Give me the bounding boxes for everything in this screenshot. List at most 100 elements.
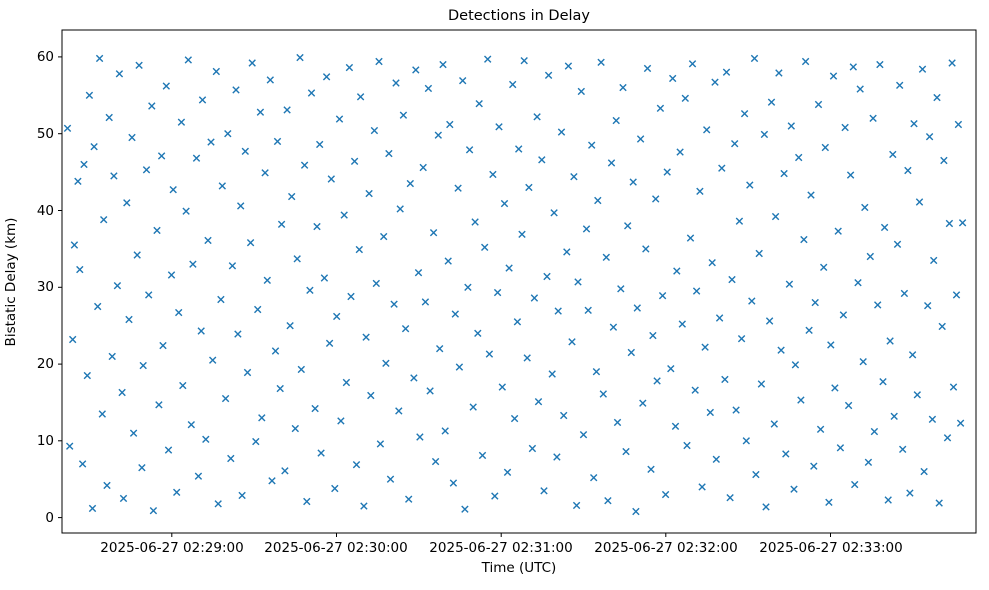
- scatter-point: [105, 113, 113, 122]
- scatter-point: [642, 245, 650, 253]
- scatter-point: [416, 433, 424, 441]
- scatter-point: [327, 175, 335, 183]
- scatter-point: [252, 437, 260, 446]
- scatter-point: [698, 483, 706, 491]
- scatter-point: [367, 391, 375, 400]
- scatter-point: [227, 454, 235, 463]
- scatter-point: [624, 222, 632, 230]
- scatter-point: [342, 378, 351, 387]
- scatter-point: [155, 401, 163, 409]
- scatter-point: [607, 159, 616, 167]
- x-tick-label-2: 2025-06-27 02:31:00: [429, 540, 572, 556]
- scatter-point: [548, 370, 556, 378]
- scatter-point: [182, 207, 190, 215]
- scatter-point: [380, 232, 388, 241]
- scatter-point: [811, 298, 819, 307]
- scatter-point: [234, 330, 242, 338]
- scatter-point: [173, 488, 181, 496]
- scatter-point: [775, 69, 783, 77]
- scatter-point: [658, 292, 667, 300]
- scatter-point: [782, 450, 790, 458]
- scatter-point: [169, 186, 177, 194]
- scatter-point: [740, 110, 749, 118]
- scatter-point: [602, 253, 610, 261]
- scatter-point: [683, 441, 691, 450]
- scatter-point: [748, 297, 756, 305]
- scatter-point: [584, 306, 592, 314]
- scatter-point: [125, 315, 133, 324]
- scatter-point: [375, 57, 383, 66]
- scatter-point: [820, 263, 828, 271]
- scatter-point: [360, 502, 368, 510]
- scatter-point: [827, 341, 835, 349]
- scatter-point: [333, 312, 341, 321]
- y-tick-label-5: 50: [37, 126, 54, 142]
- scatter-point: [829, 72, 838, 80]
- y-tick-label-0: 0: [45, 510, 54, 526]
- scatter-point: [485, 350, 494, 358]
- scatter-point: [276, 384, 284, 393]
- scatter-point: [129, 429, 138, 437]
- scatter-point: [696, 187, 704, 195]
- scatter-point: [133, 251, 141, 259]
- scatter-point: [619, 83, 627, 92]
- scatter-point: [469, 403, 477, 411]
- scatter-point: [956, 419, 965, 427]
- scatter-point: [928, 415, 937, 423]
- scatter-point: [142, 166, 151, 174]
- scatter-point: [197, 327, 205, 335]
- scatter-point: [703, 126, 711, 134]
- scatter-point: [797, 396, 805, 404]
- scatter-point: [493, 288, 502, 297]
- scatter-point: [940, 156, 948, 165]
- y-tick-label-6: 60: [37, 49, 54, 65]
- scatter-point: [474, 329, 482, 337]
- scatter-point: [691, 386, 699, 394]
- scatter-point: [347, 292, 355, 301]
- scatter-point: [221, 394, 230, 403]
- scatter-point: [560, 411, 568, 420]
- scatter-point: [711, 78, 719, 86]
- x-axis-label: Time (UTC): [481, 560, 557, 576]
- scatter-point: [525, 183, 533, 192]
- scatter-point: [509, 80, 517, 89]
- scatter-point: [465, 146, 474, 154]
- scatter-point: [355, 245, 363, 254]
- scatter-point: [599, 390, 607, 398]
- scatter-point: [958, 219, 967, 227]
- scatter-point: [412, 66, 420, 74]
- scatter-point: [910, 120, 918, 128]
- scatter-point: [721, 375, 729, 384]
- scatter-point: [816, 425, 825, 433]
- scatter-point: [612, 116, 620, 125]
- scatter-point: [475, 100, 483, 108]
- scatter-point: [647, 465, 655, 473]
- scatter-point: [726, 494, 734, 502]
- scatter-point: [300, 161, 309, 169]
- scatter-point: [268, 477, 276, 485]
- scatter-point: [879, 378, 887, 386]
- scatter-point: [617, 285, 625, 293]
- scatter-point: [938, 322, 946, 331]
- x-tick-label-0: 2025-06-27 02:29:00: [100, 540, 243, 556]
- scatter-point: [414, 269, 423, 277]
- scatter-point: [325, 339, 334, 347]
- scatter-point: [523, 354, 531, 362]
- scatter-point: [395, 407, 403, 415]
- scatter-point: [478, 451, 487, 460]
- scatter-point: [83, 371, 91, 380]
- scatter-point: [94, 302, 102, 311]
- scatter-point: [609, 323, 618, 331]
- scatter-point: [538, 156, 546, 164]
- scatter-point: [69, 335, 77, 344]
- scatter-point: [297, 365, 305, 374]
- scatter-point: [103, 481, 111, 490]
- scatter-point: [192, 154, 201, 162]
- y-tick-label-1: 10: [37, 433, 54, 449]
- scatter-point: [869, 114, 877, 122]
- scatter-point: [461, 505, 469, 513]
- scatter-point: [715, 314, 724, 322]
- scatter-point: [884, 496, 892, 504]
- scatter-point: [70, 241, 79, 249]
